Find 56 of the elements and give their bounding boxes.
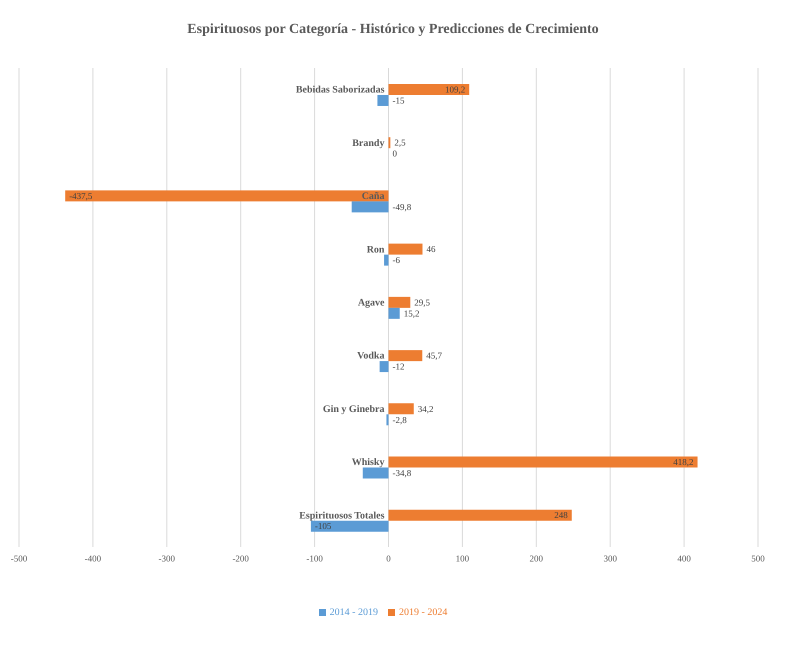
bar <box>384 254 388 266</box>
y-tick-label: Brandy <box>352 138 384 149</box>
x-tick-label: 100 <box>456 553 470 564</box>
data-label: -2,8 <box>392 414 408 425</box>
legend-label: 2014 - 2019 <box>330 607 378 618</box>
chart-title: Espirituosos por Categoría - Histórico y Predicciones de Crecimiento <box>186 22 600 38</box>
y-tick-label: Bebidas Saborizadas <box>296 84 385 96</box>
bar <box>65 190 388 202</box>
bar <box>388 308 400 319</box>
data-label: -49,8 <box>392 202 412 212</box>
y-tick-label: Agave <box>358 298 386 308</box>
y-tick-label: Caña <box>362 191 384 202</box>
bar <box>388 296 410 308</box>
data-label: 248 <box>554 510 568 520</box>
data-label: 34,2 <box>418 404 434 414</box>
bar <box>388 84 470 95</box>
data-label: 2,5 <box>394 138 406 148</box>
x-tick-label: -400 <box>84 553 102 564</box>
bar <box>377 94 388 106</box>
data-label: 29,5 <box>414 297 431 308</box>
data-label: 45,7 <box>426 350 443 361</box>
data-label: -105 <box>314 521 332 532</box>
y-tick-label: Espirituosos Totales <box>299 510 385 522</box>
bar <box>352 201 388 212</box>
legend-label: 2019 - 2024 <box>399 607 448 618</box>
bar <box>388 350 422 362</box>
x-tick-label: -300 <box>158 553 176 564</box>
bar <box>362 468 388 479</box>
data-label: 46 <box>426 244 436 254</box>
y-tick-label: Whisky <box>352 457 384 468</box>
y-tick-label: Ron <box>366 244 385 256</box>
y-tick-label: Gin y Ginebra <box>322 404 384 415</box>
data-label: -437,5 <box>69 190 93 201</box>
bar <box>388 244 422 255</box>
x-tick-label: -100 <box>306 553 324 564</box>
x-tick-label: 200 <box>530 553 544 564</box>
data-label: 418,2 <box>673 457 694 468</box>
data-label: -6 <box>392 255 400 266</box>
x-tick-label: 0 <box>386 553 392 564</box>
data-label: -34,8 <box>392 468 412 478</box>
bar <box>388 456 698 468</box>
x-tick-label: 300 <box>603 553 618 564</box>
x-tick-label: 400 <box>677 553 692 564</box>
bar <box>388 510 572 521</box>
data-label: 109,2 <box>444 84 466 94</box>
bar <box>380 361 388 372</box>
x-tick-label: -500 <box>10 553 28 564</box>
data-label: 15,2 <box>404 308 420 318</box>
data-label: -15 <box>392 95 405 106</box>
bar <box>310 520 388 532</box>
y-tick-label: Vodka <box>357 350 384 362</box>
bar <box>388 403 414 414</box>
data-label: 0 <box>392 148 398 159</box>
x-tick-label: -200 <box>232 553 250 564</box>
data-label: -12 <box>392 362 404 372</box>
x-tick-label: 500 <box>751 553 766 564</box>
